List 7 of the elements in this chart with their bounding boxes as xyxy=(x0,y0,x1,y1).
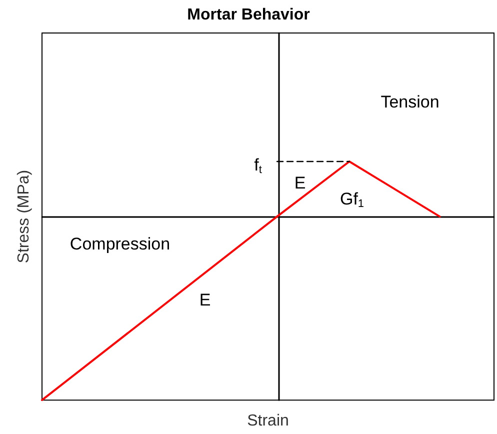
x-axis-title: Strain xyxy=(247,412,289,430)
annotation: E xyxy=(199,290,211,310)
annotation: E xyxy=(294,174,306,192)
text: Tension xyxy=(380,92,440,112)
y-axis-title: Stress (MPa) xyxy=(16,170,32,264)
annotation: Compression xyxy=(70,234,170,254)
chart-title: Mortar Behavior xyxy=(187,6,310,24)
